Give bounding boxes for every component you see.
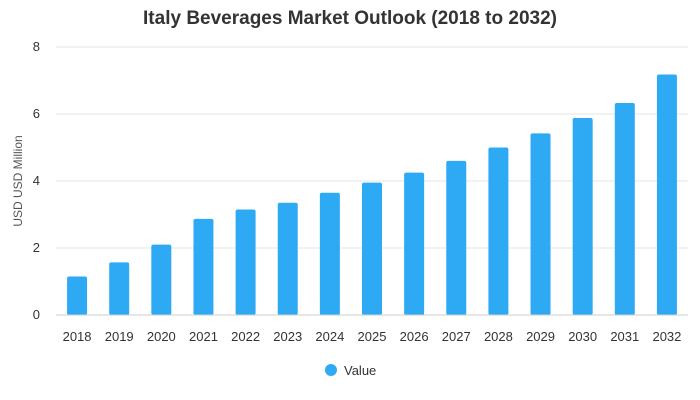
- x-tick-label: 2021: [189, 329, 218, 344]
- legend[interactable]: Value: [325, 363, 376, 378]
- bar-2026[interactable]: [404, 172, 425, 315]
- x-tick-label: 2028: [484, 329, 513, 344]
- x-tick-label: 2022: [231, 329, 260, 344]
- bar-2023[interactable]: [277, 202, 298, 315]
- y-axis-ticks: 0 2 4 6 8: [33, 39, 40, 322]
- bar-2022[interactable]: [235, 209, 256, 315]
- x-tick-label: 2030: [568, 329, 597, 344]
- x-tick-label: 2027: [442, 329, 471, 344]
- x-tick-label: 2025: [358, 329, 387, 344]
- bar-2027[interactable]: [446, 160, 467, 315]
- x-axis-ticks: 2018 2019 2020 2021 2022 2023 2024 2025 2026 2027…: [63, 329, 682, 344]
- x-tick-label: 2019: [105, 329, 134, 344]
- y-tick-label: 2: [33, 240, 40, 255]
- x-tick-label: 2024: [315, 329, 344, 344]
- legend-label-value: Value: [344, 363, 376, 378]
- bar-2018[interactable]: [67, 276, 88, 315]
- bar-2020[interactable]: [151, 244, 172, 315]
- bar-2032[interactable]: [656, 74, 677, 315]
- chart-title: Italy Beverages Market Outlook (2018 to …: [143, 8, 557, 29]
- bar-2030[interactable]: [572, 118, 593, 316]
- bars: [67, 74, 677, 316]
- x-tick-label: 2029: [526, 329, 555, 344]
- x-tick-label: 2020: [147, 329, 176, 344]
- x-tick-label: 2032: [652, 329, 681, 344]
- y-tick-label: 8: [33, 39, 40, 54]
- x-tick-label: 2031: [610, 329, 639, 344]
- bar-2028[interactable]: [488, 147, 509, 316]
- x-tick-label: 2026: [400, 329, 429, 344]
- bar-2019[interactable]: [109, 262, 130, 315]
- y-tick-label: 0: [33, 307, 40, 322]
- bar-2024[interactable]: [319, 192, 340, 315]
- y-tick-label: 6: [33, 106, 40, 121]
- bar-2021[interactable]: [193, 218, 214, 315]
- x-tick-label: 2018: [63, 329, 92, 344]
- bar-2025[interactable]: [362, 182, 382, 315]
- y-tick-label: 4: [33, 173, 40, 188]
- y-axis-label: USD USD Million: [11, 135, 25, 226]
- legend-marker-value: [325, 364, 337, 376]
- bar-2031[interactable]: [614, 102, 635, 315]
- bar-2029[interactable]: [530, 133, 551, 315]
- x-tick-label: 2023: [273, 329, 302, 344]
